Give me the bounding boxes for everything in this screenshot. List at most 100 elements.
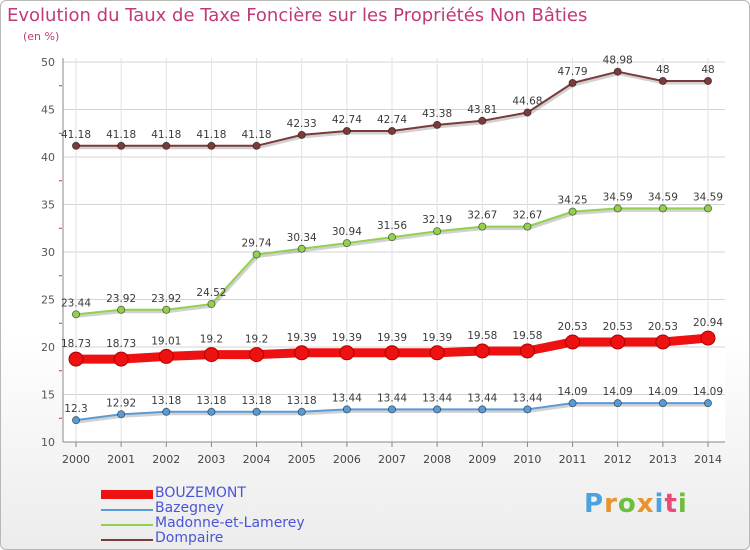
data-label: 30.34 <box>287 232 317 244</box>
data-label: 34.25 <box>558 195 588 207</box>
data-label: 14.09 <box>693 386 723 398</box>
data-point <box>523 108 532 117</box>
logo-letter: i <box>677 489 688 519</box>
data-label: 12.3 <box>64 403 87 415</box>
data-point <box>523 405 532 414</box>
plot-area <box>63 58 725 442</box>
data-label: 23.92 <box>151 293 181 305</box>
data-point <box>568 207 577 216</box>
data-label: 12.92 <box>106 397 136 409</box>
y-tick-label: 40 <box>41 151 55 164</box>
data-point <box>113 351 129 367</box>
x-tick-label: 2006 <box>333 453 361 466</box>
data-label: 42.33 <box>287 118 317 130</box>
data-label: 13.18 <box>151 395 181 407</box>
data-label: 13.44 <box>512 392 542 404</box>
unit-label: (en %) <box>23 30 60 43</box>
data-point <box>478 222 487 231</box>
x-tick-label: 2001 <box>107 453 135 466</box>
logo-letter: t <box>664 489 678 519</box>
data-label: 31.56 <box>377 220 407 232</box>
data-label: 32.19 <box>422 214 452 226</box>
data-point <box>252 250 261 259</box>
data-point <box>478 405 487 414</box>
data-point <box>339 345 355 361</box>
x-tick-label: 2002 <box>152 453 180 466</box>
data-label: 42.74 <box>377 114 407 126</box>
data-point <box>162 407 171 416</box>
data-point <box>565 334 581 350</box>
data-label: 19.01 <box>151 335 181 347</box>
data-label: 19.58 <box>467 330 497 342</box>
data-point <box>252 141 261 150</box>
data-label: 14.09 <box>648 386 678 398</box>
data-label: 43.38 <box>422 108 452 120</box>
x-tick-label: 2012 <box>604 453 632 466</box>
data-point <box>613 204 622 213</box>
data-point <box>72 310 81 319</box>
x-tick-label: 2003 <box>197 453 225 466</box>
data-point <box>117 410 126 419</box>
data-point <box>207 300 216 309</box>
data-label: 13.18 <box>287 395 317 407</box>
data-point <box>162 305 171 314</box>
data-point <box>429 345 445 361</box>
data-label: 19.2 <box>200 334 223 346</box>
y-tick-label: 20 <box>41 341 55 354</box>
x-tick-label: 2013 <box>649 453 677 466</box>
proxiti-logo: Proxiti <box>584 489 688 519</box>
data-point <box>704 204 713 213</box>
data-label: 14.09 <box>558 386 588 398</box>
data-point <box>610 334 626 350</box>
x-tick-label: 2011 <box>559 453 587 466</box>
x-tick-label: 2008 <box>423 453 451 466</box>
data-point <box>72 416 81 425</box>
data-label: 13.44 <box>332 392 362 404</box>
data-point <box>433 120 442 129</box>
data-label: 29.74 <box>242 237 272 249</box>
data-point <box>478 116 487 125</box>
y-tick-label: 10 <box>41 436 55 449</box>
data-point <box>568 78 577 87</box>
y-tick-label: 30 <box>41 246 55 259</box>
data-label: 41.18 <box>242 129 272 141</box>
data-label: 23.92 <box>106 293 136 305</box>
data-point <box>704 77 713 86</box>
data-label: 30.94 <box>332 226 362 238</box>
data-point <box>342 405 351 414</box>
data-label: 34.59 <box>603 191 633 203</box>
data-point <box>658 399 667 408</box>
data-label: 34.59 <box>693 191 723 203</box>
data-label: 19.39 <box>377 332 407 344</box>
data-label: 19.39 <box>422 332 452 344</box>
data-point <box>519 343 535 359</box>
data-label: 20.53 <box>558 321 588 333</box>
data-label: 48 <box>701 64 714 76</box>
data-label: 41.18 <box>106 129 136 141</box>
data-point <box>433 405 442 414</box>
data-label: 19.58 <box>512 330 542 342</box>
data-point <box>207 407 216 416</box>
data-label: 32.67 <box>512 210 542 222</box>
data-point <box>523 222 532 231</box>
data-point <box>568 399 577 408</box>
legend-swatch <box>101 524 153 526</box>
data-label: 47.79 <box>558 66 588 78</box>
data-label: 19.39 <box>287 332 317 344</box>
data-label: 19.39 <box>332 332 362 344</box>
data-point <box>68 351 84 367</box>
data-label: 20.53 <box>648 321 678 333</box>
data-point <box>387 233 396 242</box>
data-point <box>704 399 713 408</box>
data-label: 48 <box>656 64 669 76</box>
data-point <box>658 204 667 213</box>
data-label: 13.44 <box>422 392 452 404</box>
logo-letter: r <box>604 489 618 519</box>
data-label: 32.67 <box>467 210 497 222</box>
data-point <box>297 244 306 253</box>
data-point <box>342 126 351 135</box>
data-point <box>387 126 396 135</box>
logo-letter: o <box>617 489 637 519</box>
